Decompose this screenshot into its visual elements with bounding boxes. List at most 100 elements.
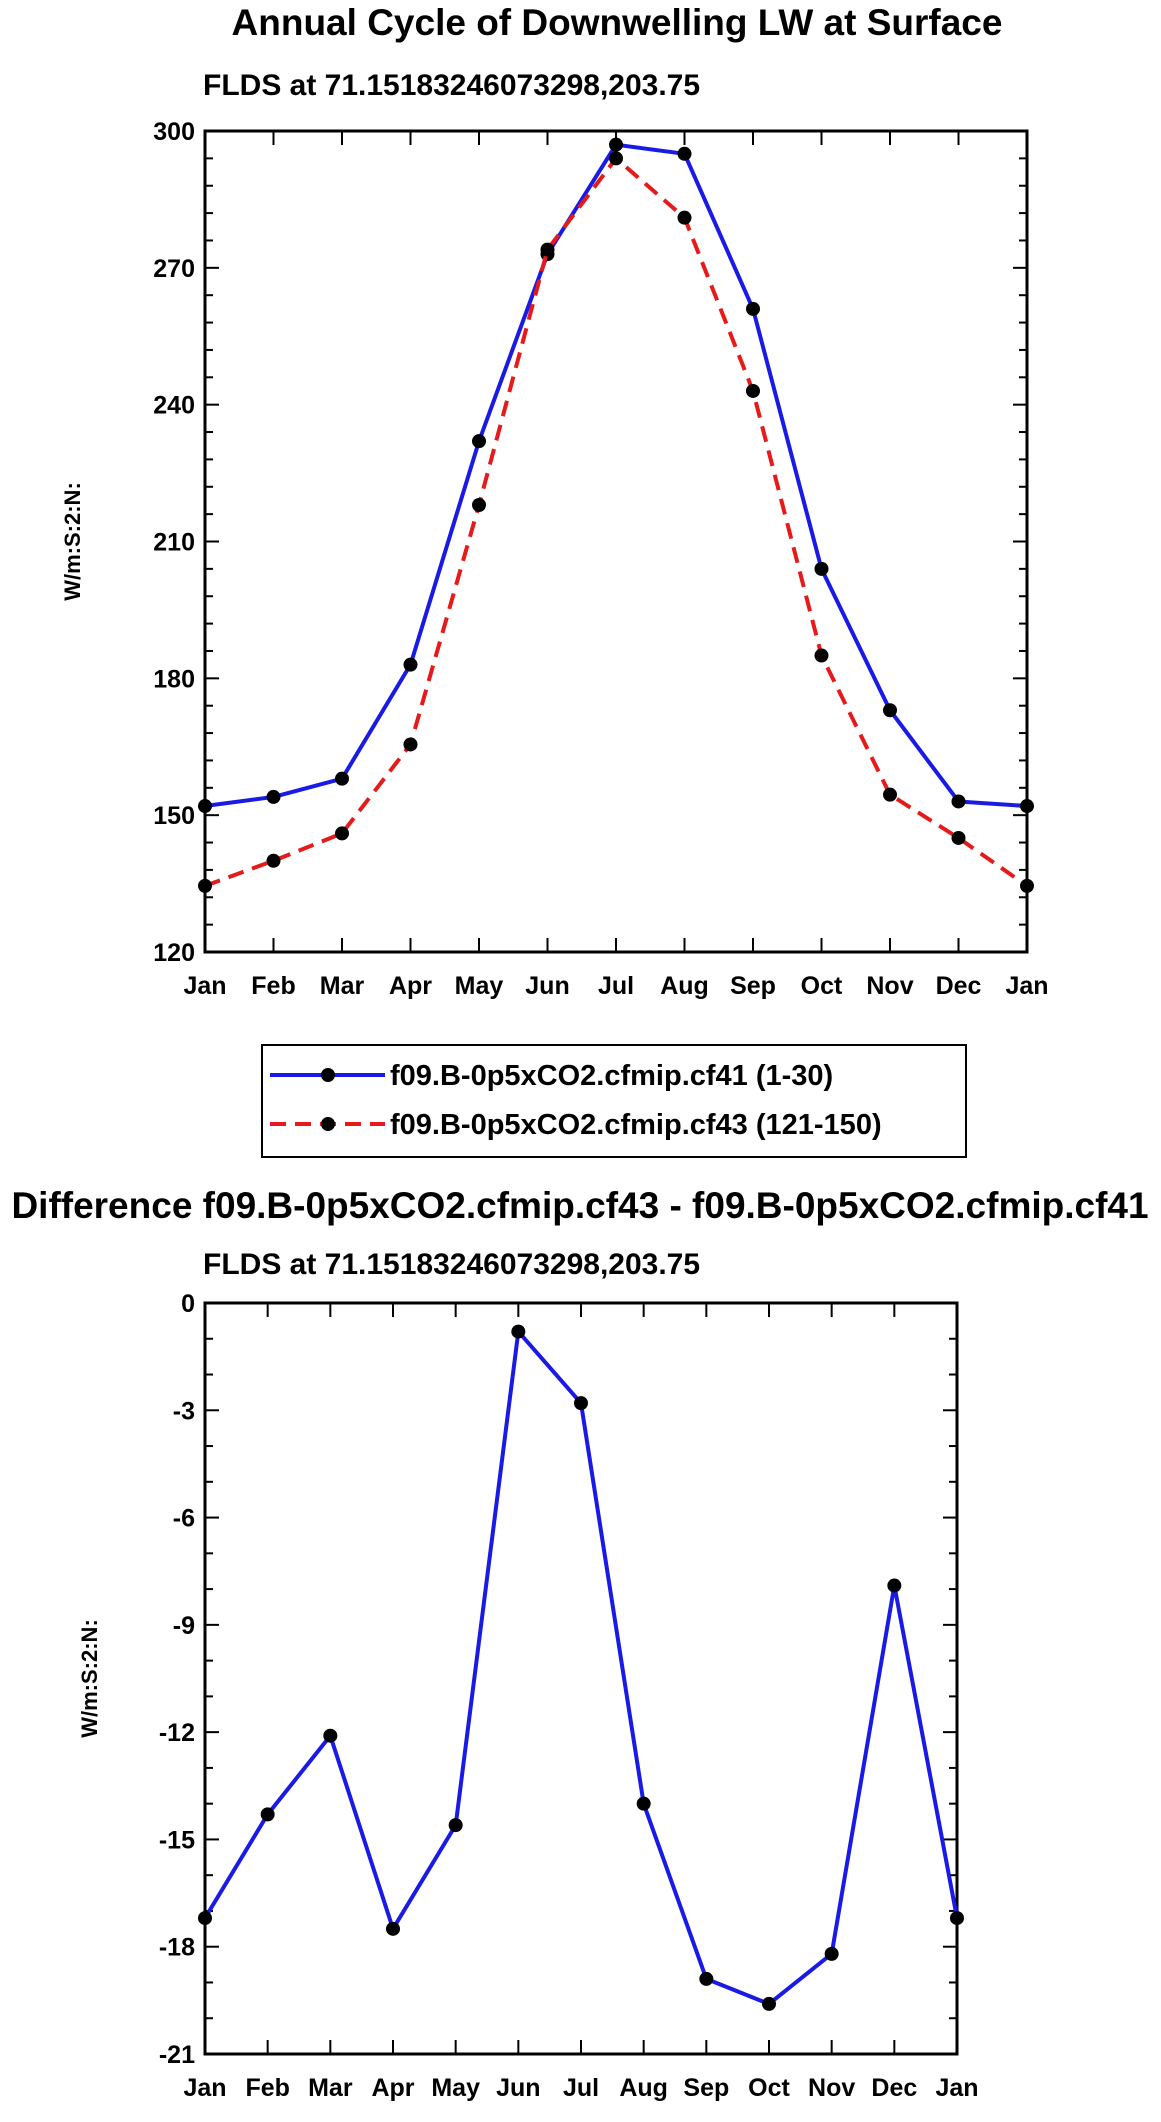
y-tick-label: 210	[153, 529, 195, 557]
x-tick-label: Apr	[389, 972, 432, 1000]
chart-top-subtitle: FLDS at 71.15183246073298,203.75	[203, 69, 700, 102]
x-tick-label: Jan	[183, 972, 226, 1000]
x-tick-label: Sep	[730, 972, 776, 1000]
x-tick-label: Jul	[598, 972, 634, 1000]
y-tick-label: 270	[153, 255, 195, 283]
x-tick-label: Feb	[245, 2074, 289, 2102]
legend-series-2-marker	[321, 1117, 335, 1131]
data-point	[403, 657, 418, 672]
legend-series-1-label: f09.B-0p5xCO2.cfmip.cf41 (1-30)	[390, 1060, 833, 1092]
data-point	[266, 789, 281, 804]
x-tick-label: Jan	[935, 2074, 978, 2102]
y-tick-label: 300	[153, 118, 195, 146]
y-tick-label: -9	[173, 1612, 195, 1640]
data-point	[762, 1996, 776, 2011]
x-tick-label: Jul	[563, 2074, 599, 2102]
data-point	[472, 498, 486, 513]
x-tick-label: Oct	[748, 2074, 790, 2102]
data-point	[335, 826, 349, 841]
data-point	[636, 1796, 651, 1811]
data-point	[260, 1807, 275, 1822]
chart-top-plot-area: Jan Feb Mar Apr May Jun Jul Aug Sep Oct Nov Dec Jan 1…	[153, 118, 1048, 1000]
data-point	[814, 561, 829, 576]
data-point	[746, 301, 760, 316]
data-point	[335, 771, 349, 786]
y-tick-label: 240	[153, 392, 195, 420]
chart-bottom-subtitle: FLDS at 71.15183246073298,203.75	[203, 1248, 700, 1281]
data-point	[883, 787, 897, 802]
x-tick-label: Apr	[371, 2074, 414, 2102]
data-point	[323, 1728, 338, 1743]
x-tick-label: Aug	[619, 2074, 668, 2102]
data-point	[198, 799, 212, 814]
data-point	[677, 146, 692, 161]
legend-series-2-label: f09.B-0p5xCO2.cfmip.cf43 (121-150)	[390, 1109, 882, 1141]
legend-series-1-marker	[321, 1068, 335, 1082]
chart-top-y-axis-label: W/m:S:2:N:	[60, 482, 85, 601]
data-point	[574, 1396, 588, 1411]
x-tick-label: Jun	[496, 2074, 540, 2102]
y-tick-label: -21	[159, 2041, 195, 2069]
data-point	[1020, 878, 1034, 893]
x-tick-label: Jan	[183, 2074, 226, 2102]
data-point	[266, 853, 281, 868]
y-tick-label: -6	[173, 1505, 195, 1533]
x-tick-label: Dec	[871, 2074, 917, 2102]
chart-bottom: Difference f09.B-0p5xCO2.cfmip.cf43 - f0…	[11, 1185, 1148, 2102]
x-tick-label: Dec	[936, 972, 982, 1000]
data-point	[472, 434, 486, 449]
data-point	[824, 1946, 839, 1961]
series-line-1	[204, 142, 1028, 809]
data-point	[511, 1324, 526, 1339]
data-point	[403, 737, 418, 752]
x-tick-label: Jun	[525, 972, 569, 1000]
data-point	[448, 1818, 463, 1833]
data-point	[1020, 799, 1034, 814]
data-point	[198, 1911, 212, 1926]
data-point	[814, 648, 829, 663]
x-tick-label: Sep	[683, 2074, 729, 2102]
data-point	[677, 210, 692, 225]
chart-bottom-plot-area: Jan Feb Mar Apr May Jun Jul Aug Sep Oct Nov Dec Jan -…	[159, 1290, 979, 2102]
y-tick-label: 0	[181, 1290, 195, 1318]
chart-bottom-title: Difference f09.B-0p5xCO2.cfmip.cf43 - f0…	[11, 1185, 1148, 1226]
plot-frame	[203, 129, 1029, 954]
x-tick-label: Jan	[1005, 972, 1048, 1000]
data-point	[609, 137, 623, 152]
data-point	[887, 1578, 902, 1593]
legend: f09.B-0p5xCO2.cfmip.cf41 (1-30) f09.B-0p…	[261, 1044, 967, 1158]
x-tick-label: Mar	[308, 2074, 353, 2102]
x-tick-label: Mar	[320, 972, 365, 1000]
x-tick-label: May	[455, 972, 504, 1000]
series-line-2	[204, 156, 1029, 888]
y-tick-label: -15	[159, 1826, 195, 1854]
x-tick-label: Nov	[808, 2074, 855, 2102]
x-tick-label: Oct	[801, 972, 843, 1000]
y-tick-label: -12	[159, 1719, 195, 1747]
data-point	[699, 1971, 714, 1986]
y-tick-label: 180	[153, 665, 195, 693]
y-tick-label: 150	[153, 802, 195, 830]
data-point	[198, 878, 212, 893]
x-tick-label: Aug	[660, 972, 709, 1000]
legend-box	[261, 1044, 967, 1158]
y-tick-label: -18	[159, 1934, 195, 1962]
chart-top: Annual Cycle of Downwelling LW at Surfac…	[60, 2, 1049, 1000]
series-line-1	[203, 1329, 959, 2006]
data-point	[951, 830, 966, 845]
y-tick-label: -3	[173, 1397, 195, 1425]
x-tick-label: Feb	[251, 972, 295, 1000]
y-tick-label: 120	[153, 939, 195, 967]
x-tick-label: Nov	[866, 972, 913, 1000]
data-point	[746, 383, 760, 398]
data-point	[540, 242, 555, 257]
data-point	[950, 1911, 964, 1926]
x-tick-label: May	[431, 2074, 480, 2102]
chart-bottom-y-axis-label: W/m:S:2:N:	[77, 1619, 102, 1738]
data-point	[386, 1921, 400, 1936]
data-point	[609, 151, 623, 166]
data-point	[883, 703, 897, 718]
data-point	[951, 794, 966, 809]
chart-top-title: Annual Cycle of Downwelling LW at Surfac…	[232, 2, 1003, 43]
